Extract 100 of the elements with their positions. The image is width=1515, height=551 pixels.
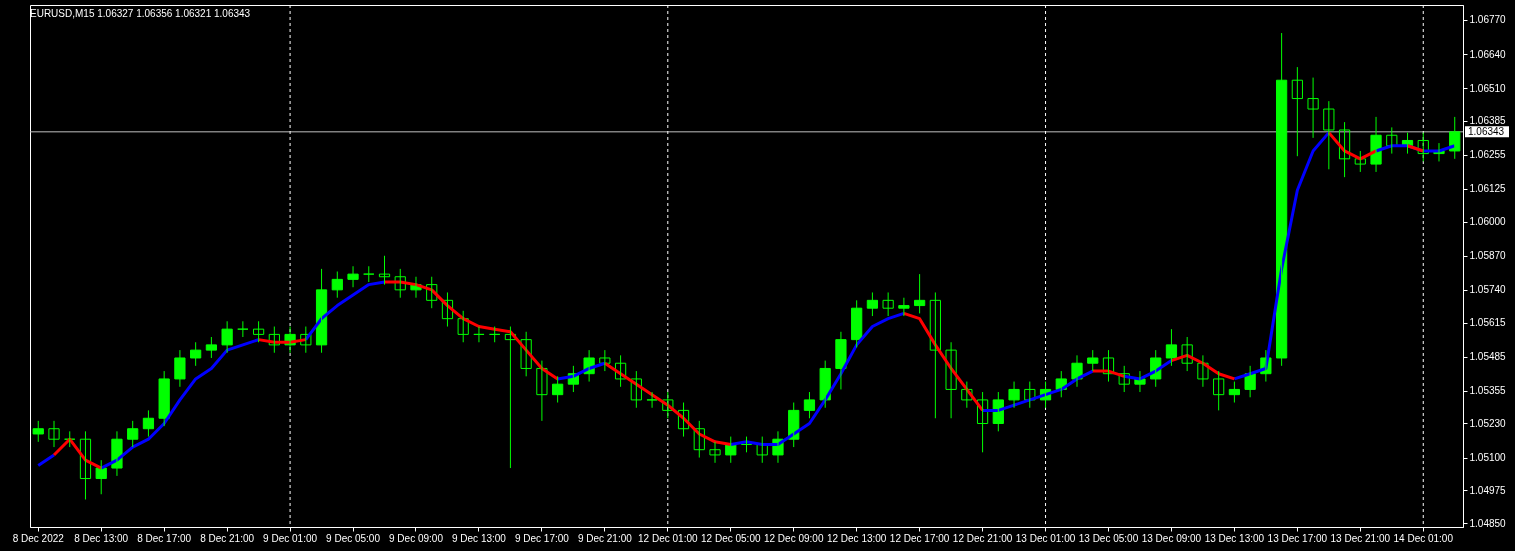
candlestick <box>174 349 186 388</box>
candlestick <box>394 268 406 299</box>
candlestick <box>1165 328 1178 367</box>
candlestick <box>819 360 831 409</box>
candlestick <box>1213 370 1225 411</box>
candlestick <box>237 320 249 338</box>
candlestick <box>32 420 44 443</box>
candlestick <box>725 436 737 464</box>
y-tick-label: 1.05355 <box>1469 385 1507 397</box>
candlestick <box>803 391 816 419</box>
x-tick-label: 12 Dec 01:00 <box>638 532 698 544</box>
candlestick <box>504 326 517 469</box>
candlestick <box>866 291 879 317</box>
candlestick <box>599 349 611 372</box>
y-tick-label: 1.06770 <box>1469 14 1507 26</box>
candlestick <box>158 370 170 427</box>
y-tick-label: 1.06640 <box>1469 48 1507 60</box>
candlestick <box>898 297 910 317</box>
y-tick-label: 1.04850 <box>1469 517 1507 529</box>
candlestick <box>1291 66 1303 157</box>
candlestick <box>961 381 973 409</box>
candlestick <box>1449 116 1461 160</box>
candlestick <box>441 291 454 328</box>
candlestick <box>1024 381 1036 409</box>
candlestick <box>1307 77 1319 139</box>
y-tick-label: 1.05615 <box>1469 317 1507 329</box>
x-tick-label: 13 Dec 13:00 <box>1204 532 1265 544</box>
candlestick <box>457 310 469 343</box>
x-tick-label: 13 Dec 01:00 <box>1015 532 1076 544</box>
candlestick <box>378 255 391 286</box>
candlestick <box>693 420 705 459</box>
candlestick <box>95 459 107 495</box>
candlestick <box>300 326 312 354</box>
candlestick <box>882 291 894 317</box>
x-tick-label: 13 Dec 09:00 <box>1141 532 1202 544</box>
y-tick-label: 1.05100 <box>1469 452 1507 464</box>
x-tick-label: 13 Dec 21:00 <box>1330 532 1391 544</box>
x-tick-label: 12 Dec 17:00 <box>889 532 950 544</box>
candlestick <box>1197 354 1209 388</box>
candlestick <box>1102 349 1115 383</box>
x-tick-label: 14 Dec 01:00 <box>1393 532 1454 544</box>
candlestick <box>252 320 265 343</box>
candlestick <box>347 265 359 288</box>
candlestick <box>646 391 658 409</box>
x-tick-label: 8 Dec 13:00 <box>74 532 129 544</box>
x-tick-label: 8 Dec 2022 <box>12 532 65 544</box>
candlestick <box>426 276 438 309</box>
candlestick <box>536 360 548 422</box>
x-tick-label: 9 Dec 17:00 <box>514 532 570 544</box>
candlestick <box>1087 349 1099 372</box>
chart-title: EURUSD,M15 1.06327 1.06356 1.06321 1.06343 <box>30 7 251 19</box>
x-tick-label: 9 Dec 05:00 <box>326 532 381 544</box>
y-tick-label: 1.06125 <box>1469 183 1507 195</box>
candlestick <box>48 420 60 448</box>
candlestick <box>630 370 642 409</box>
y-tick-label: 1.04975 <box>1469 484 1507 496</box>
x-tick-label: 12 Dec 13:00 <box>826 532 887 544</box>
y-tick-label: 1.06255 <box>1469 149 1507 161</box>
candlestick <box>1354 150 1366 173</box>
candlestick <box>976 391 989 453</box>
candlestick <box>268 326 280 354</box>
candlestick <box>1118 365 1130 393</box>
candlestick <box>677 402 690 438</box>
candlestick <box>190 341 202 367</box>
x-tick-label: 9 Dec 21:00 <box>577 532 633 544</box>
y-tick-label: 1.06000 <box>1469 216 1507 228</box>
y-tick-label: 1.05740 <box>1469 284 1507 296</box>
candlestick <box>1181 336 1193 372</box>
candlestick <box>1008 381 1020 409</box>
candlestick <box>127 420 139 448</box>
x-tick-label: 8 Dec 21:00 <box>200 532 255 544</box>
candlestick <box>709 441 721 464</box>
candlestick <box>363 265 375 283</box>
x-tick-label: 9 Dec 13:00 <box>451 532 507 544</box>
y-tick-label: 1.05485 <box>1469 351 1507 363</box>
candlestick <box>1417 132 1429 162</box>
x-tick-label: 12 Dec 21:00 <box>952 532 1013 544</box>
y-tick-label: 1.06385 <box>1469 115 1507 127</box>
candlestick <box>520 331 532 377</box>
candlestick <box>64 430 76 448</box>
x-tick-label: 13 Dec 17:00 <box>1267 532 1328 544</box>
candlestick <box>740 436 753 453</box>
candlestick <box>79 430 92 500</box>
y-tick-label: 1.05230 <box>1469 417 1507 429</box>
candlestick <box>221 320 233 354</box>
x-tick-label: 12 Dec 05:00 <box>701 532 761 544</box>
candlestick <box>1338 121 1351 178</box>
x-tick-label: 9 Dec 09:00 <box>389 532 444 544</box>
x-tick-label: 8 Dec 17:00 <box>137 532 192 544</box>
candlestick <box>1323 100 1335 170</box>
candlestick <box>929 291 941 419</box>
y-tick-label: 1.05870 <box>1469 250 1507 262</box>
ref-line-label: 1.06343 <box>1468 125 1505 137</box>
candlestick <box>1386 126 1398 155</box>
candlestick <box>473 326 485 343</box>
candlestick <box>489 326 501 343</box>
x-tick-label: 9 Dec 01:00 <box>263 532 318 544</box>
x-tick-label: 12 Dec 09:00 <box>763 532 824 544</box>
x-tick-label: 13 Dec 05:00 <box>1078 532 1139 544</box>
candlestick <box>662 391 674 419</box>
